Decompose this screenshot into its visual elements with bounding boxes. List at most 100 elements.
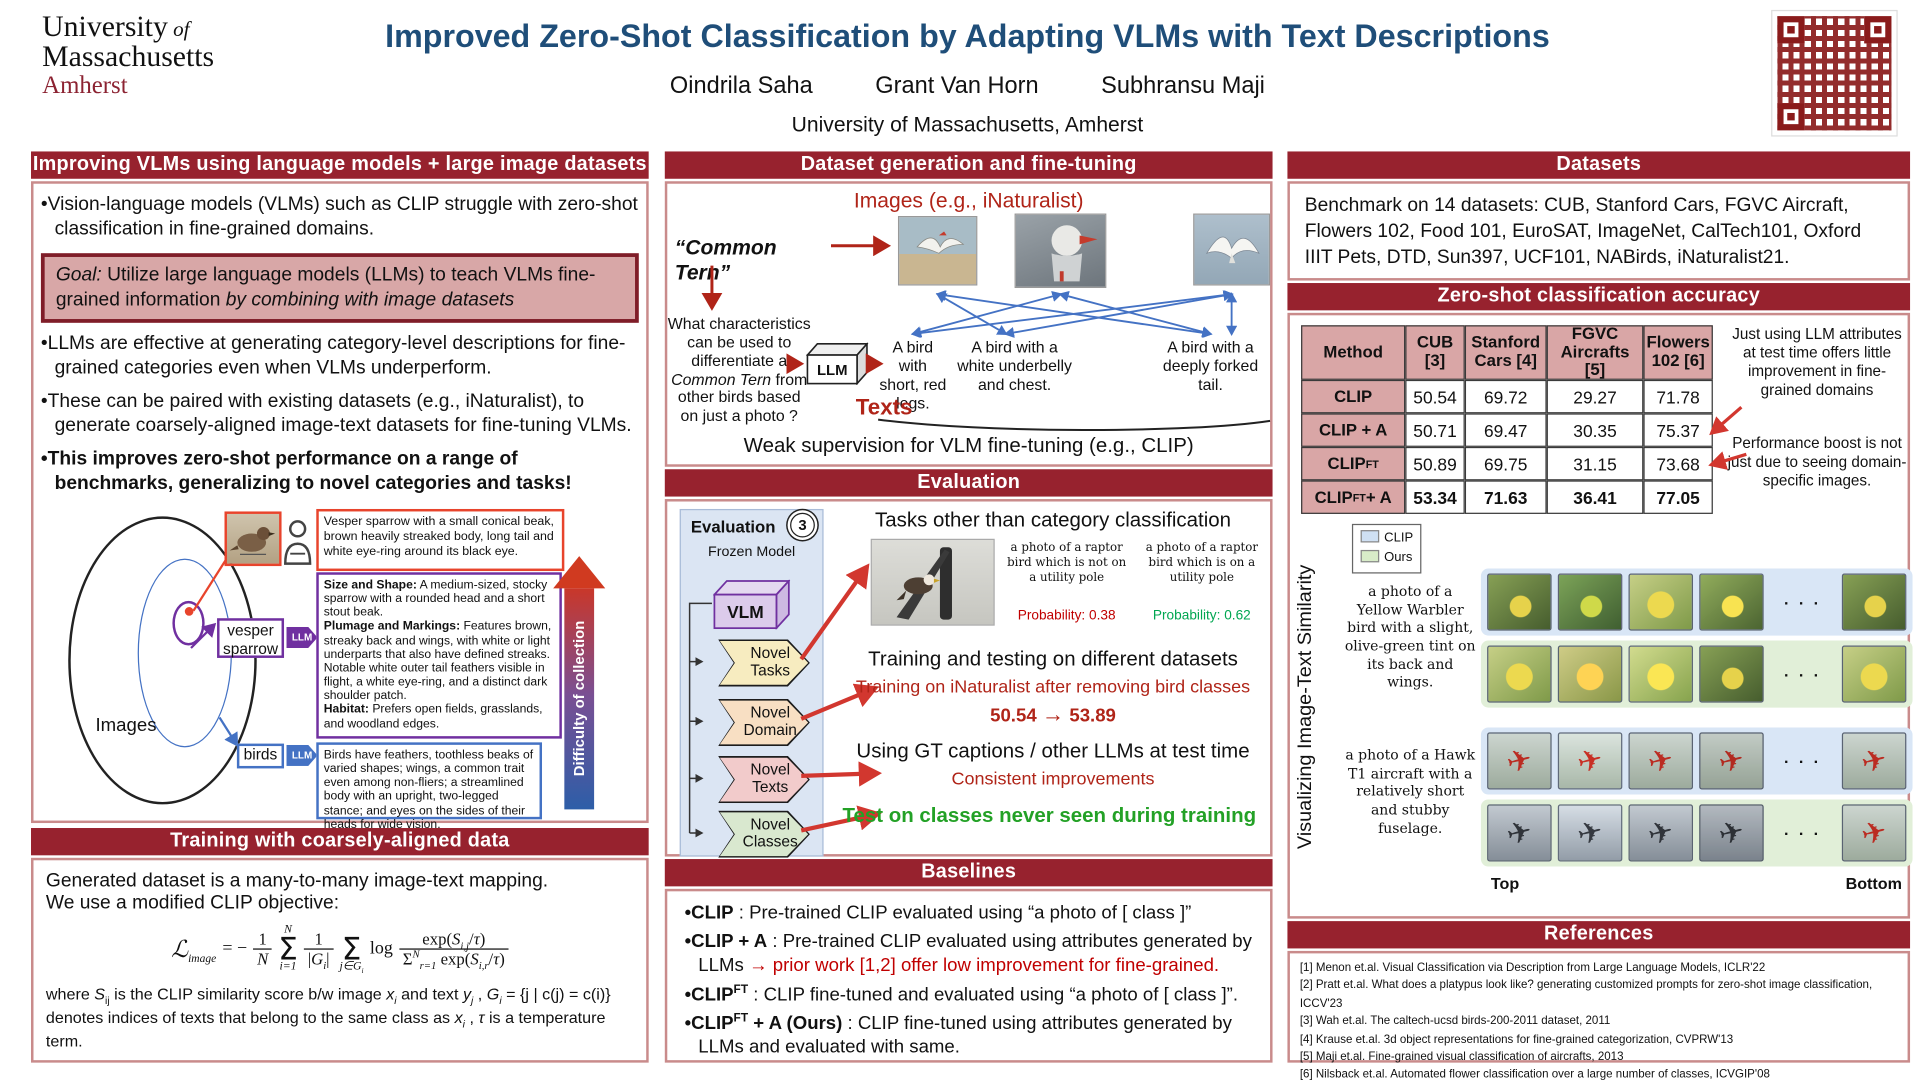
baselines-panel: •CLIP : Pre-trained CLIP evaluated using… [664,888,1273,1063]
author-row: Oindrila Saha Grant Van Horn Subhransu M… [310,73,1625,100]
arrow-right-icon: → [1041,701,1065,727]
annotation-arrows [1708,405,1747,470]
accuracy-table: Method CUB [3] Stanford Cars [4] FGVC Ai… [1301,324,1713,514]
baseline-item: •CLIP + A : Pre-trained CLIP evaluated u… [684,931,1252,977]
image-dot [184,607,194,616]
image-text-links [910,290,1238,338]
plane-icon: ✈ [1644,813,1678,853]
affiliation: University of Massachusetts, Amherst [791,112,1144,137]
legend-clip: CLIP [1360,529,1413,549]
section-header-dataset-generation: Dataset generation and fine-tuning [664,151,1273,179]
photo-thumb: ✈ [1557,732,1623,790]
poster-title: Improved Zero-Shot Classification by Ada… [385,17,1550,55]
ellipsis: · · · [1784,823,1822,843]
dataset-generation-panel: Images (e.g., iNaturalist) “Common Tern”… [664,181,1273,467]
generation-arrows [701,235,1271,431]
bullet: •LLMs are effective at generating catego… [40,332,626,379]
table-annotation: Performance boost is not just due to see… [1727,434,1907,490]
plane-icon: ✈ [1857,813,1891,853]
accuracy-improvement: 50.54 → 53.89 [990,701,1116,727]
reference: [5] Maji et.al. Fine-grained visual clas… [1299,1050,1624,1063]
table-cell: 77.05 [1643,480,1713,514]
bullet: •This improves zero-shot performance on … [40,448,572,495]
photo-thumb [1487,573,1552,631]
reference: [4] Krause et.al. 3d object representati… [1299,1032,1734,1045]
logo-line-3: Amherst [42,71,128,100]
eval-note-inat: Training on iNaturalist after removing b… [855,677,1251,698]
step-badge: 3 [790,512,815,538]
similarity-row-clip: · · · [1480,568,1913,636]
probability-high: Probability: 0.62 [1152,608,1251,624]
evaluation-panel: Evaluation 3 Frozen Model VLM Novel Task… [664,499,1273,858]
eval-heading-novel-classes: Test on classes never seen during traini… [842,804,1257,827]
plane-icon: ✈ [1715,741,1748,781]
reference: [6] Nilsback et.al. Automated flower cla… [1299,1068,1770,1081]
flow-title: Evaluation [690,517,776,537]
author: Grant Van Horn [875,73,1039,100]
human-caption-box: Vesper sparrow with a small conical beak… [316,508,565,572]
reference: [2] Pratt et.al. What does a platypus lo… [1299,978,1873,1010]
generated-text: A bird with a deeply forked tail. [1162,337,1259,394]
birds-label: birds [236,743,285,769]
photo-thumb: ✈ [1487,804,1552,862]
common-tern-label: “Common Tern” [674,235,777,285]
plane-icon: ✈ [1857,741,1891,781]
frozen-model-label: Frozen Model [708,544,796,560]
images-set-ellipse [68,516,257,805]
qr-code [1771,9,1898,137]
photo-thumb [1628,645,1694,703]
novel-classes-chevron: Novel Classes [718,810,810,858]
intro-panel: •Vision-language models (VLMs) such as C… [31,181,649,831]
photo-thumb: ✈ [1699,732,1764,790]
photo-thumb [1487,645,1552,703]
plane-icon: ✈ [1715,813,1748,853]
section-header-references: References [1287,921,1911,949]
section-header-improving-vlms: Improving VLMs using language models + l… [31,151,649,179]
table-cell: 71.78 [1643,379,1713,414]
llm-description-box: Size and Shape: A medium-sized, stocky s… [316,572,562,739]
table-cell: 50.71 [1405,413,1465,447]
section-header-datasets: Datasets [1287,151,1911,179]
formula-note: where Sij is the CLIP similarity score b… [45,984,611,1050]
table-method: CLIP FT [1301,446,1406,481]
birds-description-box: Birds have feathers, toothless beaks of … [316,742,543,831]
baseline-item: •CLIP : Pre-trained CLIP evaluated using… [684,902,1192,924]
llm-badge: LLM [286,744,318,766]
table-cell: 30.35 [1546,413,1644,447]
photo-thumb [1557,573,1623,631]
baseline-item: •CLIPFT : CLIP fine-tuned and evaluated … [684,982,1238,1005]
table-cell: 50.54 [1405,379,1465,414]
reference: [1] Menon et.al. Visual Classification v… [1299,960,1766,974]
photo-thumb: ✈ [1841,804,1907,862]
similarity-legend: CLIP Ours [1351,523,1422,573]
table-cell: 73.68 [1643,446,1713,481]
photo-thumb [1841,573,1907,631]
reference: [3] Wah et.al. The caltech-ucsd birds-20… [1299,1014,1611,1027]
llm-badge: LLM [286,626,318,649]
umass-logo: University of Massachusetts Amherst [42,12,302,98]
top-label: Top [1490,873,1520,893]
photo-thumb: ✈ [1487,732,1552,790]
photo-thumb: ✈ [1557,804,1623,862]
eval-note-consistent: Consistent improvements [951,769,1155,790]
images-label: Images [95,715,157,737]
baseline-item: •CLIPFT + A (Ours) : CLIP fine-tuned usi… [684,1011,1232,1058]
datasets-panel: Benchmark on 14 datasets: CUB, Stanford … [1287,181,1911,281]
eval-heading-tasks: Tasks other than category classification [874,508,1232,532]
tern-photo [1193,213,1271,286]
ellipsis: · · · [1784,592,1822,612]
photo-thumb [1628,573,1694,631]
bottom-label: Bottom [1845,873,1903,893]
table-cell: 69.72 [1464,379,1547,414]
difficulty-arrowhead [553,556,606,589]
section-header-accuracy: Zero-shot classification accuracy [1287,283,1911,311]
table-cell: 53.34 [1405,480,1465,514]
references-panel: [1] Menon et.al. Visual Classification v… [1287,950,1911,1081]
table-header: Flowers 102 [6] [1643,325,1713,380]
author: Oindrila Saha [669,73,813,100]
evaluation-arrows [688,563,882,838]
similarity-row-clip: ✈ ✈ ✈ ✈ · · · ✈ [1480,727,1913,795]
texts-label: Texts [855,394,913,420]
photo-thumb [1699,645,1764,703]
